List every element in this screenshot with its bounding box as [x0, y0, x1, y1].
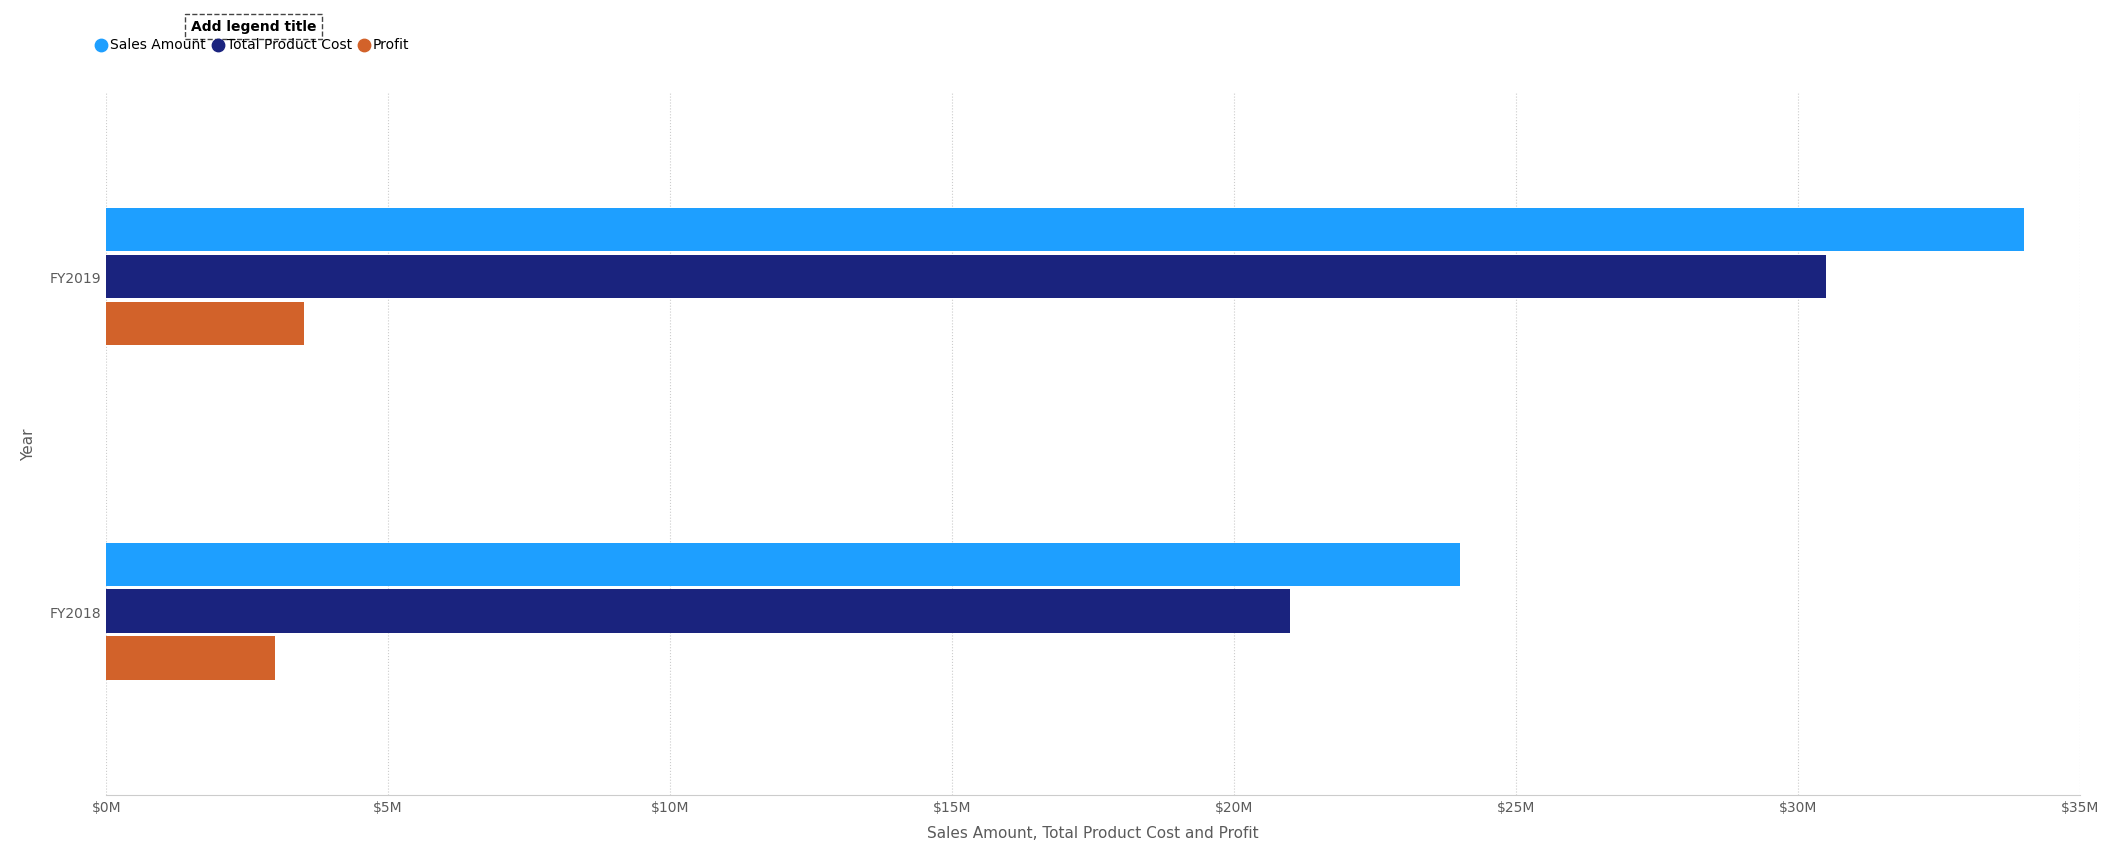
Bar	[106, 590, 1291, 633]
Bar	[106, 256, 1825, 299]
Bar	[106, 302, 303, 346]
Bar	[106, 208, 2025, 252]
Legend: Sales Amount, Total Product Cost, Profit: Sales Amount, Total Product Cost, Profit	[93, 16, 413, 57]
X-axis label: Sales Amount, Total Product Cost and Profit: Sales Amount, Total Product Cost and Pro…	[926, 825, 1259, 840]
Bar	[106, 636, 276, 680]
Y-axis label: Year: Year	[21, 428, 36, 461]
Bar	[106, 543, 1461, 586]
